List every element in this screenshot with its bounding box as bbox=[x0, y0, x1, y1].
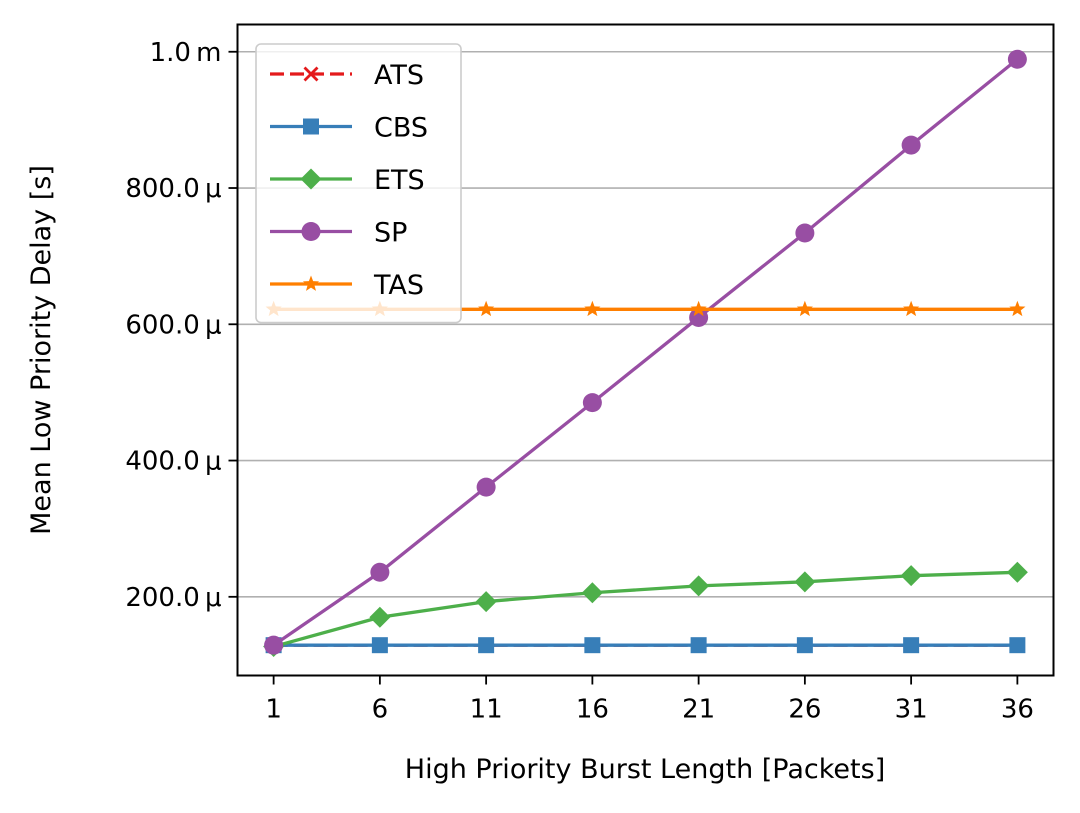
point-sp-1 bbox=[370, 562, 390, 582]
point-cbs-5 bbox=[796, 637, 813, 654]
legend-entry-tas: TAS bbox=[270, 270, 424, 301]
x-tick-label-6: 31 bbox=[895, 695, 928, 725]
y-axis-label: Mean Low Priority Delay [s] bbox=[26, 165, 57, 535]
point-cbs-3 bbox=[584, 637, 601, 654]
x-axis-label: High Priority Burst Length [Packets] bbox=[405, 754, 885, 785]
y-tick-label-0: 200.0 μ bbox=[125, 583, 221, 613]
x-tick-label-3: 16 bbox=[576, 695, 609, 725]
x-tick-label-7: 36 bbox=[1001, 695, 1034, 725]
y-axis: 200.0 μ 400.0 μ 600.0 μ 800.0 μ 1.0 m bbox=[125, 38, 238, 613]
point-ets-5 bbox=[794, 571, 816, 593]
point-tas-2 bbox=[478, 300, 495, 317]
point-sp-4 bbox=[689, 307, 709, 327]
point-ets-6 bbox=[900, 565, 922, 587]
legend-entry-sp: SP bbox=[270, 218, 407, 249]
series-cbs bbox=[265, 637, 1026, 654]
x-tick-label-4: 21 bbox=[682, 695, 715, 725]
point-sp-3 bbox=[582, 393, 602, 413]
point-ets-4 bbox=[688, 575, 710, 597]
point-tas-5 bbox=[796, 300, 813, 317]
point-ets-2 bbox=[475, 591, 497, 613]
legend: ATS CBS ETS SP TAS bbox=[255, 43, 462, 324]
point-sp-5 bbox=[795, 223, 815, 243]
legend-label-sp: SP bbox=[374, 218, 407, 249]
point-cbs-2 bbox=[478, 637, 495, 654]
legend-marker-cbs bbox=[303, 118, 319, 135]
legend-entry-cbs: CBS bbox=[270, 113, 428, 144]
legend-label-ets: ETS bbox=[374, 165, 425, 196]
y-tick-label-1: 400.0 μ bbox=[125, 447, 221, 477]
series-line-ets bbox=[273, 570, 1018, 649]
y-tick-label-2: 600.0 μ bbox=[125, 310, 221, 340]
point-cbs-4 bbox=[690, 637, 707, 654]
legend-label-ats: ATS bbox=[374, 60, 424, 91]
point-tas-4 bbox=[690, 300, 707, 317]
point-cbs-1 bbox=[371, 637, 388, 654]
point-ets-3 bbox=[581, 582, 603, 604]
series-line-sp bbox=[272, 57, 1019, 647]
point-ets-1 bbox=[369, 606, 391, 628]
point-sp-6 bbox=[901, 135, 921, 155]
legend-marker-sp bbox=[301, 222, 321, 241]
point-sp-2 bbox=[476, 477, 496, 497]
legend-entry-ets: ETS bbox=[270, 165, 425, 196]
legend-label-cbs: CBS bbox=[374, 113, 428, 144]
point-ets-7 bbox=[1006, 561, 1028, 583]
legend-marker-ats bbox=[303, 66, 319, 82]
x-tick-label-2: 11 bbox=[470, 695, 503, 725]
point-tas-6 bbox=[903, 300, 920, 317]
x-axis: 1 6 11 16 21 26 31 36 bbox=[265, 675, 1034, 725]
legend-marker-ets bbox=[300, 168, 322, 190]
point-sp-0 bbox=[264, 635, 284, 655]
point-tas-7 bbox=[1009, 300, 1026, 317]
x-tick-label-0: 1 bbox=[265, 695, 282, 725]
series-sp bbox=[264, 49, 1027, 655]
plot-frame bbox=[236, 23, 1055, 677]
point-cbs-6 bbox=[903, 637, 920, 654]
legend-marker-tas bbox=[302, 275, 320, 291]
x-tick-label-5: 26 bbox=[788, 695, 821, 725]
point-tas-3 bbox=[584, 300, 601, 317]
point-sp-7 bbox=[1007, 49, 1027, 69]
x-tick-label-1: 6 bbox=[372, 695, 389, 725]
legend-entry-ats: ATS bbox=[270, 60, 424, 91]
point-cbs-7 bbox=[1009, 637, 1026, 654]
y-tick-label-3: 800.0 μ bbox=[125, 174, 221, 204]
y-tick-label-4: 1.0 m bbox=[150, 38, 222, 68]
legend-frame bbox=[255, 43, 462, 324]
legend-label-tas: TAS bbox=[373, 270, 424, 301]
